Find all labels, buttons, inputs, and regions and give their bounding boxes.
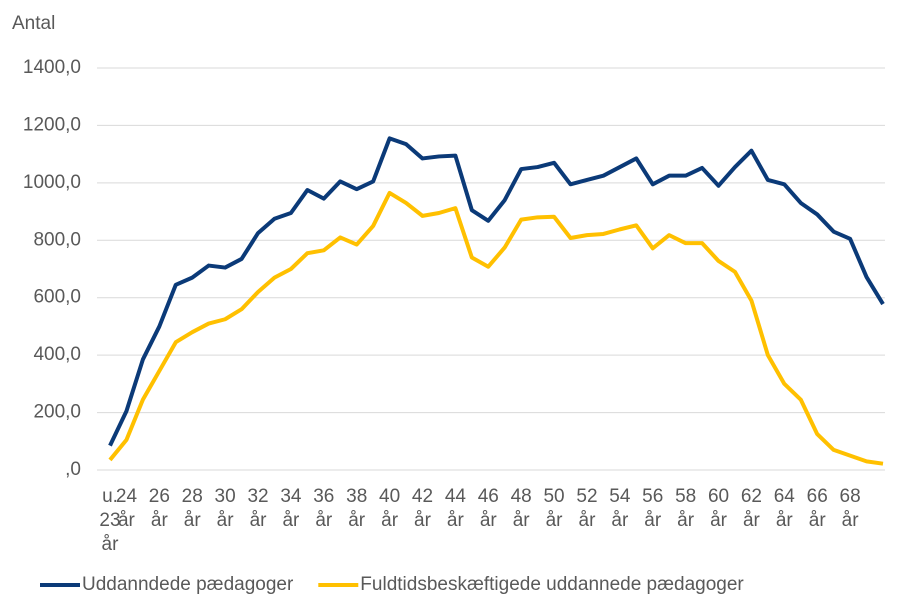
x-tick-label: 62 år — [741, 486, 762, 531]
y-tick-label: ,0 — [65, 459, 81, 480]
x-tick-label: 64 år — [774, 486, 796, 531]
x-tick-label: 48 år — [511, 486, 532, 531]
y-axis-label: Antal — [12, 13, 55, 34]
x-tick-label: 66 år — [807, 486, 828, 531]
y-tick-label: 400,0 — [33, 344, 81, 365]
y-tick-label: 1400,0 — [23, 57, 81, 78]
x-tick-label: 54 år — [609, 486, 631, 531]
x-tick-label: 46 år — [478, 486, 499, 531]
y-tick-label: 600,0 — [33, 287, 81, 308]
x-tick-label: 58 år — [675, 486, 696, 531]
x-tick-label: 68 år — [840, 486, 861, 531]
series-line — [108, 136, 885, 447]
x-tick-label: 36 år — [313, 486, 334, 531]
x-tick-label: 40 år — [379, 486, 400, 531]
y-tick-label: 800,0 — [33, 229, 81, 250]
x-tick-label: 52 år — [576, 486, 597, 531]
x-tick-label: 32 år — [247, 486, 268, 531]
y-tick-label: 1200,0 — [23, 114, 81, 135]
x-tick-label: 60 år — [708, 486, 729, 531]
x-tick-label: 38 år — [346, 486, 367, 531]
legend-label: Fuldtidsbeskæftigede uddannede pædagoger — [360, 574, 744, 595]
x-tick-label: 26 år — [149, 486, 170, 531]
series-line — [108, 190, 884, 466]
x-tick-label: 56 år — [642, 486, 663, 531]
x-tick-label: 42 år — [412, 486, 433, 531]
x-tick-label: 30 år — [215, 486, 236, 531]
x-tick-label: 28 år — [182, 486, 203, 531]
x-tick-label: 24 år — [116, 486, 138, 531]
x-tick-label: 34 år — [280, 486, 302, 531]
legend-label: Uddanndede pædagoger — [82, 574, 294, 595]
x-tick-label: 50 år — [543, 486, 564, 531]
x-tick-label: u. 23 år — [99, 486, 120, 555]
y-tick-label: 1000,0 — [23, 172, 81, 193]
y-tick-label: 200,0 — [33, 402, 81, 423]
x-tick-label: 44 år — [445, 486, 467, 531]
